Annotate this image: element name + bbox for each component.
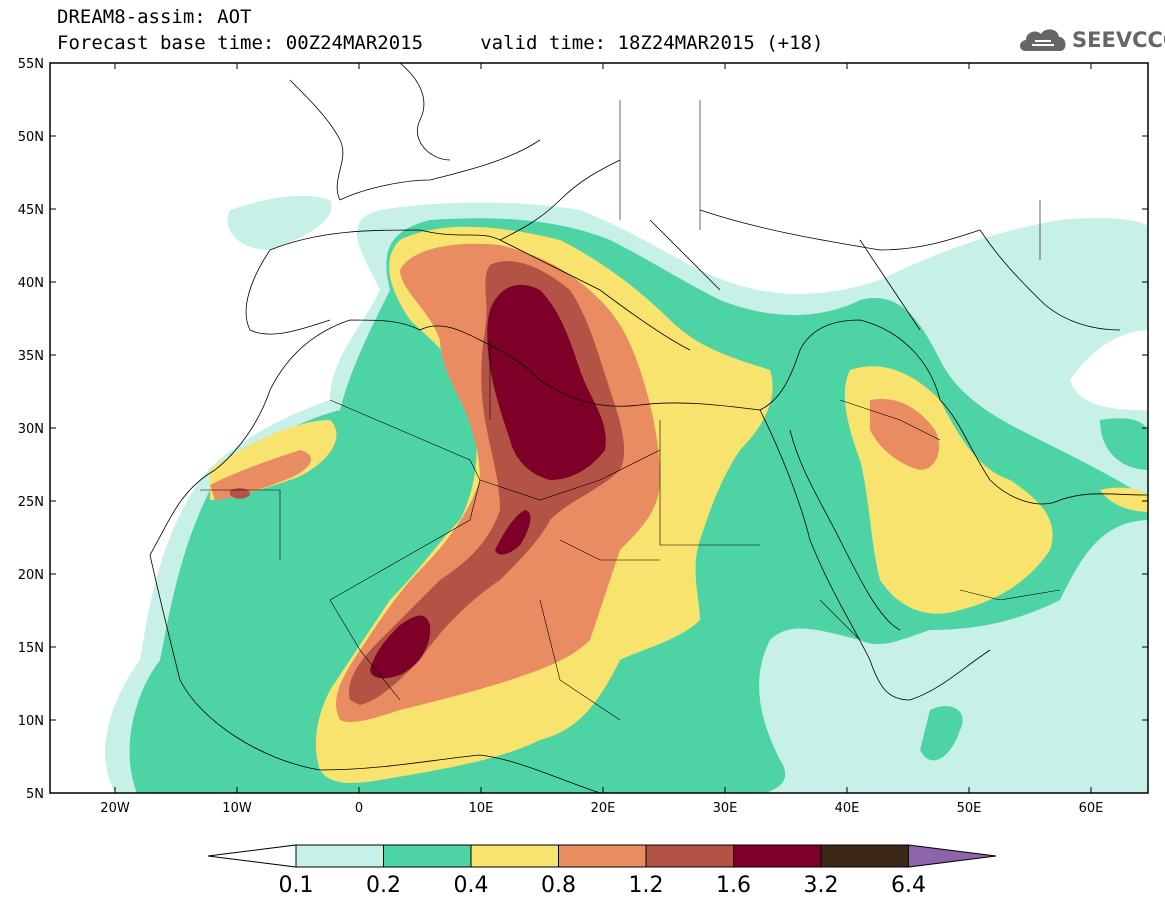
- lat-label: 35N: [18, 349, 44, 364]
- lat-label: 5N: [26, 787, 44, 802]
- aot-1.2-region: [230, 487, 250, 499]
- aot-0.2-region: [1100, 418, 1148, 470]
- lat-label: 20N: [18, 568, 44, 583]
- lat-label: 45N: [18, 203, 44, 218]
- colorbar-segment: [470, 844, 559, 868]
- colorbar-segment: [383, 844, 472, 868]
- colorbar-segment: [558, 844, 647, 868]
- colorbar-segment: [645, 844, 734, 868]
- lon-label: 40E: [835, 801, 860, 816]
- lon-label: 10W: [222, 801, 252, 816]
- lon-label: 0: [355, 801, 363, 816]
- colorbar-low-arrow: [207, 844, 297, 868]
- colorbar-label: 0.8: [541, 873, 576, 898]
- latitude-axis: 55N 50N 45N 40N 35N 30N 25N 20N 15N 10N …: [18, 57, 1148, 802]
- coastlines: [149, 63, 1148, 793]
- colorbar-label: 1.2: [629, 873, 664, 898]
- lat-label: 25N: [18, 495, 44, 510]
- lon-label: 50E: [957, 801, 982, 816]
- forecast-time-line: Forecast base time: 00Z24MAR2015 valid t…: [57, 32, 824, 54]
- colorbar-label: 6.4: [891, 873, 926, 898]
- colorbar-segment: [733, 844, 822, 868]
- lat-label: 30N: [18, 422, 44, 437]
- country-borders: [200, 100, 1061, 721]
- aot-0.8-region: [210, 450, 311, 500]
- lat-label: 50N: [18, 130, 44, 145]
- colorbar-segment: [820, 844, 909, 868]
- aot-field: [105, 195, 1148, 793]
- lon-label: 10E: [469, 801, 494, 816]
- longitude-axis: 20W 10W 0 10E 20E 30E 40E 50E 60E: [100, 63, 1103, 816]
- lon-label: 30E: [713, 801, 738, 816]
- product-title: DREAM8-assim: AOT: [57, 6, 252, 28]
- colorbar-label: 0.4: [454, 873, 489, 898]
- logo-text: SEEVCCC: [1072, 28, 1165, 52]
- lon-label: 60E: [1079, 801, 1104, 816]
- aot-1.6-region: [495, 510, 531, 555]
- aot-0.2-region: [920, 706, 963, 761]
- lat-label: 55N: [18, 57, 44, 72]
- colorbar-label: 0.1: [279, 873, 314, 898]
- colorbar-label: 3.2: [804, 873, 839, 898]
- colorbar-segment: [295, 844, 384, 868]
- lat-label: 40N: [18, 276, 44, 291]
- aot-0.8-region: [870, 399, 940, 470]
- colorbar: 0.1 0.2 0.4 0.8 1.2 1.6 3.2 6.4: [207, 844, 997, 898]
- cloud-icon: [1020, 29, 1066, 51]
- colorbar-high-arrow: [908, 844, 997, 868]
- lat-label: 15N: [18, 641, 44, 656]
- colorbar-label: 0.2: [366, 873, 401, 898]
- aot-0.1-region: [227, 195, 332, 250]
- lat-label: 10N: [18, 714, 44, 729]
- colorbar-label: 1.6: [716, 873, 751, 898]
- lon-label: 20E: [591, 801, 616, 816]
- aot-1.6-region: [487, 284, 606, 480]
- aot-1.6-region: [370, 615, 431, 679]
- lon-label: 20W: [100, 801, 130, 816]
